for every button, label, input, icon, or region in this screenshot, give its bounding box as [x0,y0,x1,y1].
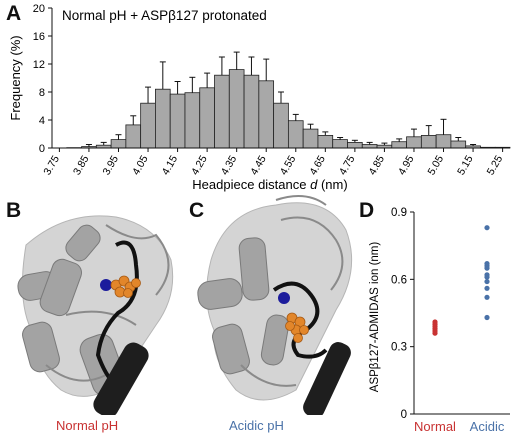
dot-plot-y-tick-label: 0.9 [391,207,407,219]
histogram-bar [332,139,348,149]
data-point [484,294,490,300]
histogram-x-tick-label: 4.05 [130,153,151,177]
data-point [484,314,490,321]
histogram-bar [140,102,156,149]
data-point [484,225,490,231]
histogram-y-tick-label: 0 [39,143,45,155]
data-point [484,278,490,285]
histogram-bar [169,93,186,149]
histogram-x-axis-label: Headpiece distance d (nm) [192,177,347,192]
histogram-y-tick-label: 12 [33,59,45,71]
histogram-bar [214,74,230,149]
histogram-bar [228,69,245,149]
histogram-bar [184,92,201,149]
histogram-x-tick-label: 3.95 [100,153,121,177]
dot-plot-y-tick-label: 0 [401,409,407,421]
histogram-bar [287,120,304,149]
dot-plot-category-label: Acidic [470,419,505,434]
panel-label-d: D [359,199,375,222]
caption-acidic-ph: Acidic pH [229,418,284,433]
histogram-bar [273,102,289,149]
dot-plot-y-tick-label: 0.6 [391,274,407,286]
histogram-x-tick-label: 5.05 [426,153,447,177]
histogram-bar [347,141,363,149]
histogram-bar [361,144,378,149]
x-label-suffix: (nm) [317,177,347,192]
panel-label-a: A [6,2,22,25]
histogram-bar [155,88,171,149]
caption-normal-ph: Normal pH [56,418,119,433]
histogram-y-tick-label: 8 [39,87,45,99]
histogram-bar [317,134,334,149]
histogram-x-tick-label: 3.85 [71,153,92,177]
dot-plot-area: 0 0.3 0.6 0.9 Normal Acidic [391,207,510,434]
histogram-x-tick-label: 5.25 [485,153,506,177]
histogram-bar [125,124,142,149]
histogram-x-tick-label: 4.15 [160,153,181,177]
panel-label-c: C [189,199,205,222]
histogram-bar [391,141,407,149]
data-point [432,319,438,325]
histogram-title: Normal pH + ASPβ127 protonated [62,8,267,23]
histogram-y-axis-label: Frequency (%) [8,35,23,120]
x-label-prefix: Headpiece distance [192,177,310,192]
histogram-bar [110,139,127,149]
histogram-bar [420,134,437,149]
histogram-bar [258,80,275,149]
histogram-y-tick-label: 4 [39,115,45,127]
histogram-x-tick-label: 4.75 [337,153,358,177]
histogram-x-tick-label: 4.25 [189,153,210,177]
data-point [484,285,490,291]
histogram-bar [435,134,452,149]
panel-label-b: B [6,199,22,222]
histogram-x-tick-label: 4.85 [366,153,387,177]
data-point [484,261,490,267]
histogram-bar [450,140,467,149]
histogram-plot-area: 0 4 8 12 16 20 3.75 3.85 3.95 4.05 4.15 4.25 4.35 4.4… [33,3,511,177]
dot-plot-y-axis-label: ASPβ127-ADMIDAS ion (nm) [369,242,381,393]
histogram-y-tick-label: 16 [33,31,45,43]
histogram-x-tick-label: 4.35 [219,153,240,177]
histogram-x-tick-label: 4.65 [307,153,328,177]
histogram-x-tick-label: 5.15 [455,153,476,177]
protein-structure-normal-image [17,215,174,415]
histogram-bar [243,74,260,149]
dot-plot-y-tick-label: 0.3 [391,342,407,354]
histogram-x-tick-label: 4.45 [248,153,269,177]
histogram-bar [199,87,215,149]
histogram-chart: 0 4 8 12 16 20 3.75 3.85 3.95 4.05 4.15 4.25 4.35 4.4… [8,3,511,192]
distance-dot-plot: 0 0.3 0.6 0.9 Normal Acidic ASPβ127-ADMIDAS i… [369,207,510,434]
data-point [484,272,490,278]
x-label-variable: d [310,177,318,192]
histogram-x-tick-label: 4.55 [278,153,299,177]
histogram-bar [406,136,422,149]
protein-structure-acidic-image [197,195,353,415]
histogram-x-tick-label: 4.95 [396,153,417,177]
histogram-y-tick-label: 20 [33,3,45,15]
dot-plot-category-label: Normal [414,419,456,434]
histogram-bar [302,128,319,149]
histogram-x-tick-label: 3.75 [41,153,62,177]
